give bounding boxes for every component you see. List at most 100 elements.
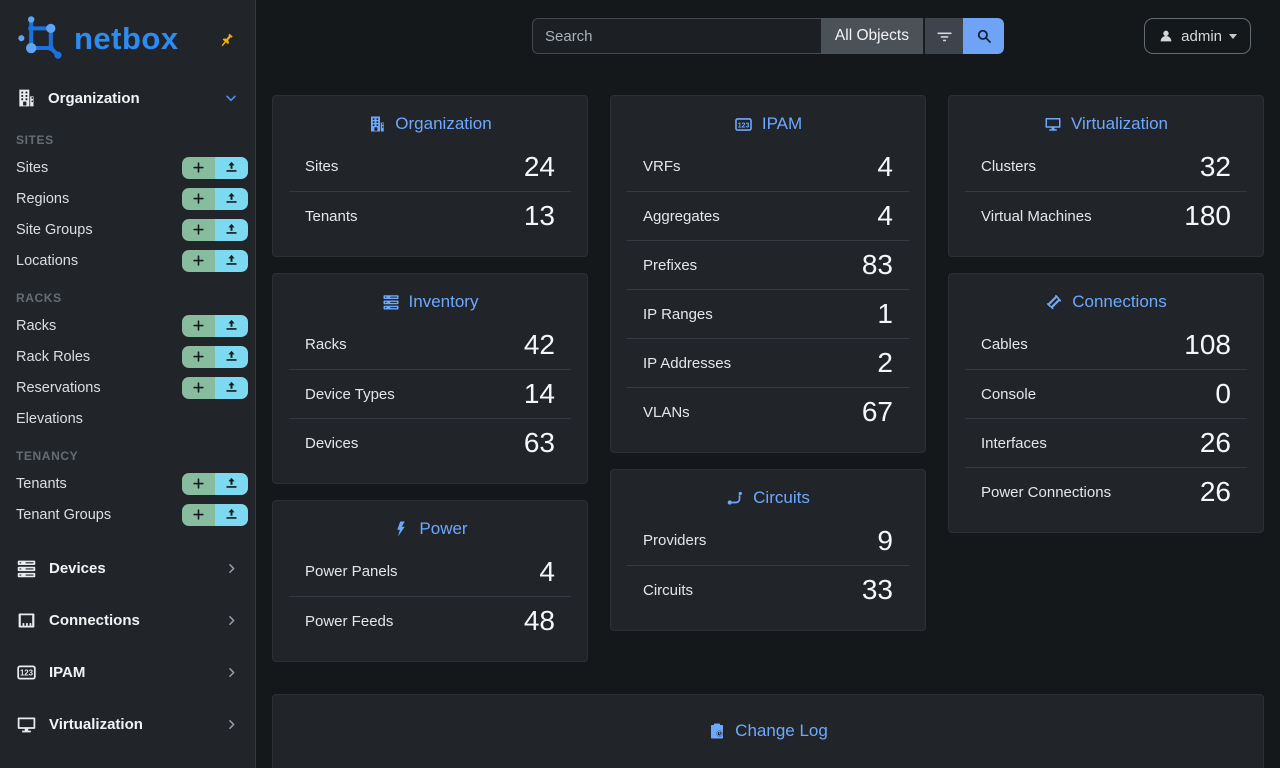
sidebar-menu-devices[interactable]: Devices (0, 546, 255, 590)
stat-label[interactable]: Sites (305, 158, 339, 175)
search-button[interactable] (963, 18, 1004, 54)
sidebar-item-label[interactable]: Elevations (16, 410, 83, 427)
card-organization-title[interactable]: Organization (289, 112, 571, 142)
search-group: All Objects (532, 18, 1004, 54)
stat-label[interactable]: Power Panels (305, 563, 398, 580)
sidebar-section-sites: SITES (16, 133, 54, 147)
sidebar-item-reservations[interactable]: Reservations (0, 372, 255, 403)
stat-label[interactable]: VRFs (643, 158, 681, 175)
route-icon (726, 489, 744, 507)
sidebar-item-label[interactable]: Tenant Groups (16, 506, 112, 523)
sidebar-item-label[interactable]: Locations (16, 252, 79, 269)
import-button[interactable] (215, 249, 248, 272)
stat-value: 83 (861, 249, 893, 280)
stat-label[interactable]: Interfaces (981, 434, 1047, 452)
sidebar-item-label[interactable]: Reservations (16, 379, 101, 396)
card-changelog-title[interactable]: Change Log (289, 711, 1247, 749)
sidebar-menu-label: Organization (48, 89, 140, 107)
sidebar-menu-connections[interactable]: Connections (0, 598, 255, 642)
card-ipam-title[interactable]: IPAM (627, 112, 909, 142)
sidebar-item-label[interactable]: Site Groups (16, 221, 93, 238)
stat-label[interactable]: Prefixes (643, 256, 698, 274)
stat-label[interactable]: Cables (981, 336, 1028, 353)
card-virtualization: Virtualization Clusters 32 Virtual Machi… (948, 95, 1264, 257)
add-button[interactable] (182, 314, 215, 337)
stat-row: IP Ranges 1 (627, 289, 909, 338)
card-title-label: Circuits (753, 488, 810, 507)
sidebar-menu-ipam[interactable]: IPAM (0, 650, 255, 694)
stat-value: 180 (1184, 200, 1231, 231)
stat-label[interactable]: Circuits (643, 581, 694, 599)
stat-label[interactable]: Racks (305, 336, 347, 353)
search-scope-button[interactable]: All Objects (820, 18, 923, 54)
import-button[interactable] (215, 345, 248, 368)
card-inventory-title[interactable]: Inventory (289, 290, 571, 320)
add-button[interactable] (182, 503, 215, 526)
sidebar-item-label[interactable]: Rack Roles (16, 348, 91, 365)
sidebar-item-regions[interactable]: Regions (0, 183, 255, 214)
search-input[interactable] (532, 18, 821, 54)
sidebar-menu-virtualization[interactable]: Virtualization (0, 702, 255, 746)
import-button[interactable] (215, 503, 248, 526)
sidebar-item-site-groups[interactable]: Site Groups (0, 214, 255, 245)
tray-up-icon (224, 318, 239, 333)
stat-row: Console 0 (965, 369, 1247, 418)
sidebar-menu-label: IPAM (49, 663, 86, 681)
add-button[interactable] (182, 218, 215, 241)
sidebar-item-label[interactable]: Racks (16, 317, 57, 334)
add-button[interactable] (182, 376, 215, 399)
sidebar-item-tenants[interactable]: Tenants (0, 468, 255, 499)
stat-label[interactable]: Power Feeds (305, 612, 394, 630)
stat-label[interactable]: IP Ranges (643, 305, 713, 323)
stat-label[interactable]: Devices (305, 434, 359, 452)
import-button[interactable] (215, 156, 248, 179)
sidebar-item-racks[interactable]: Racks (0, 310, 255, 341)
stat-label[interactable]: Aggregates (643, 207, 720, 225)
sidebar-item-rack-roles[interactable]: Rack Roles (0, 341, 255, 372)
stat-label[interactable]: Virtual Machines (981, 207, 1092, 225)
card-circuits: Circuits Providers 9 Circuits 33 (610, 469, 926, 631)
add-button[interactable] (182, 472, 215, 495)
add-button[interactable] (182, 156, 215, 179)
stat-label[interactable]: Console (981, 385, 1037, 403)
card-circuits-title[interactable]: Circuits (627, 486, 909, 516)
sidebar-item-label[interactable]: Tenants (16, 475, 67, 492)
stat-label[interactable]: Device Types (305, 385, 395, 403)
chevron-right-icon (224, 717, 239, 732)
import-button[interactable] (215, 187, 248, 210)
stat-label[interactable]: Clusters (981, 158, 1037, 175)
stat-value: 26 (1199, 427, 1231, 458)
stat-row: Cables 108 (965, 320, 1247, 369)
card-connections-title[interactable]: Connections (965, 290, 1247, 320)
sidebar-item-label[interactable]: Sites (16, 159, 49, 176)
stat-label[interactable]: Providers (643, 532, 707, 549)
plus-icon (191, 349, 206, 364)
card-virtualization-title[interactable]: Virtualization (965, 112, 1247, 142)
add-button[interactable] (182, 345, 215, 368)
pin-icon[interactable] (215, 28, 239, 52)
stat-value: 24 (523, 150, 555, 182)
sidebar-item-elevations[interactable]: Elevations (0, 403, 255, 434)
sidebar-item-tenant-groups[interactable]: Tenant Groups (0, 499, 255, 530)
import-button[interactable] (215, 314, 248, 337)
card-power-title[interactable]: Power (289, 517, 571, 547)
sidebar-menu-organization[interactable]: Organization (0, 78, 255, 118)
stat-label[interactable]: Tenants (305, 207, 358, 225)
add-button[interactable] (182, 249, 215, 272)
import-button[interactable] (215, 472, 248, 495)
sidebar-item-label[interactable]: Regions (16, 190, 70, 207)
stat-label[interactable]: IP Addresses (643, 354, 732, 372)
sidebar-item-sites[interactable]: Sites (0, 152, 255, 183)
sidebar-item-locations[interactable]: Locations (0, 245, 255, 276)
stat-label[interactable]: VLANs (643, 403, 690, 421)
import-button[interactable] (215, 376, 248, 399)
stat-label[interactable]: Power Connections (981, 483, 1112, 501)
netbox-logo[interactable]: netbox (14, 15, 179, 65)
filter-button[interactable] (923, 18, 963, 54)
main-area: All Objects admin Organization (256, 0, 1280, 768)
stat-value: 2 (877, 347, 893, 378)
import-button[interactable] (215, 218, 248, 241)
user-menu-button[interactable]: admin (1144, 18, 1251, 54)
add-button[interactable] (182, 187, 215, 210)
stat-row: Sites 24 (289, 142, 571, 191)
